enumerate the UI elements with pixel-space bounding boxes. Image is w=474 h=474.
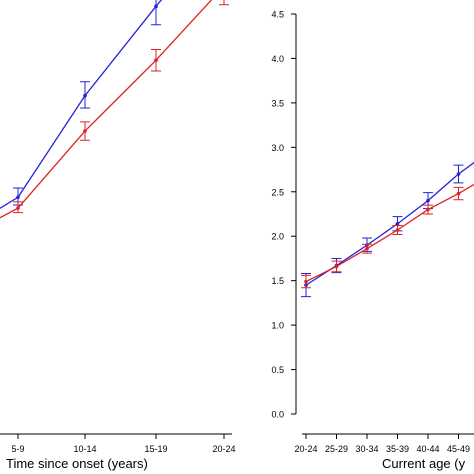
right-series-1-point xyxy=(395,228,400,232)
left-series-1-line xyxy=(0,0,213,219)
right-series-1-point xyxy=(426,207,430,212)
right-y-tick-label: 4.5 xyxy=(271,10,284,20)
left-series-0-line xyxy=(0,0,163,209)
right-y-tick-label: 2.5 xyxy=(271,187,284,197)
right-y-tick-label: 0.0 xyxy=(271,410,284,420)
right-y-ticks xyxy=(291,13,296,415)
left-x-tick-label: 10-14 xyxy=(73,444,96,454)
right-y-tick-label: 3.0 xyxy=(271,143,284,153)
right-series-0-line xyxy=(305,161,474,286)
right-x-tick-label: 35-39 xyxy=(386,444,409,454)
left-series-0-error-bar xyxy=(151,0,161,26)
right-series-0-point xyxy=(395,221,400,226)
left-x-tick-label: 20-24 xyxy=(212,444,235,454)
right-series-1-point xyxy=(334,264,339,269)
left-series-1-point xyxy=(83,129,87,133)
right-series-1-point xyxy=(456,191,461,196)
right-x-tick-label: 40-44 xyxy=(416,444,439,454)
left-x-tick-labels: 5-9 10-14 15-19 20-24 xyxy=(11,444,235,454)
left-x-axis-label: Time since onset (years) xyxy=(6,456,148,471)
right-x-tick-label: 30-34 xyxy=(355,444,378,454)
left-series-1-point xyxy=(154,58,158,63)
right-series-0-point xyxy=(456,172,461,176)
right-y-tick-label: 1.5 xyxy=(271,276,284,286)
right-x-tick-label: 20-24 xyxy=(294,444,317,454)
left-series-1-point xyxy=(16,206,20,210)
right-y-tick-label: 3.5 xyxy=(271,98,284,108)
left-chart: 5-9 10-14 15-19 20-24 Time since onset (yea… xyxy=(0,0,236,471)
right-y-tick-label: 1.0 xyxy=(271,321,284,331)
right-series-1-point xyxy=(304,279,308,284)
left-x-ticks xyxy=(17,434,225,439)
right-x-tick-label: 25-29 xyxy=(325,444,348,454)
right-y-tick-label: 4.0 xyxy=(271,54,284,64)
right-x-tick-label: 45-49 xyxy=(447,444,470,454)
right-y-tick-label: 2.0 xyxy=(271,232,284,242)
right-x-tick-labels: 20-24 25-29 30-34 35-39 40-44 45-49 xyxy=(294,444,470,454)
left-series-0-point xyxy=(83,93,87,98)
left-plot-area xyxy=(0,0,229,219)
right-x-axis-label: Current age (y xyxy=(382,456,466,471)
right-x-ticks xyxy=(305,434,459,439)
left-series-0-point xyxy=(154,4,158,9)
right-y-tick-labels: 0.0 0.5 1.0 1.5 2.0 2.5 3.0 3.5 4.0 4.5 xyxy=(271,10,284,420)
right-plot-area xyxy=(301,161,474,298)
right-chart: 0.0 0.5 1.0 1.5 2.0 2.5 3.0 3.5 4.0 4.5 20-24 25-2… xyxy=(271,10,474,471)
left-x-tick-label: 5-9 xyxy=(11,444,24,454)
right-series-1-point xyxy=(365,246,369,251)
left-series-1-error-bar xyxy=(219,0,229,6)
left-x-tick-label: 15-19 xyxy=(144,444,167,454)
left-series-0-point xyxy=(16,195,20,200)
right-series-0-point xyxy=(426,198,430,203)
right-y-tick-label: 0.5 xyxy=(271,365,284,375)
